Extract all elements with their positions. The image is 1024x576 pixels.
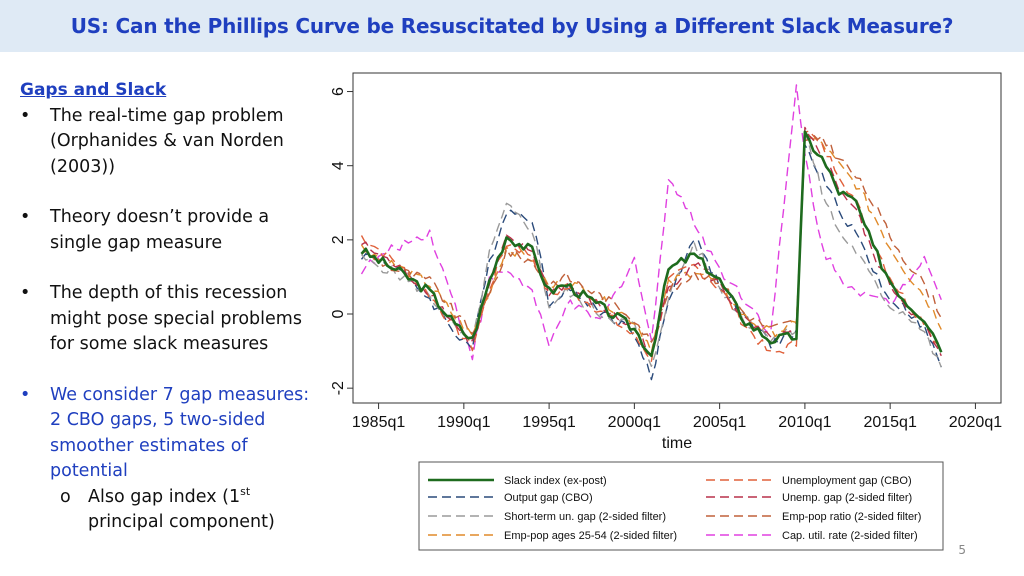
bullet-marker: • <box>20 105 31 126</box>
y-tick-label: -2 <box>330 381 347 395</box>
x-tick-label: 1985q1 <box>352 414 405 431</box>
x-axis-label: time <box>662 435 692 452</box>
bullet-marker: • <box>20 283 31 303</box>
series-line <box>360 144 942 381</box>
x-tick-label: 2015q1 <box>863 414 916 431</box>
bullet-text: Theory doesn’t provide a single gap meas… <box>50 207 270 253</box>
bullet-list: Gaps and Slack • The real-time gap probl… <box>20 78 310 536</box>
legend-label: Emp-pop ratio (2-sided filter) <box>782 511 921 523</box>
y-tick-label: 2 <box>330 235 347 244</box>
bullet-item: • The depth of this recession might pose… <box>20 281 310 358</box>
bullet-text: We consider 7 gap measures: 2 CBO gaps, … <box>50 384 310 482</box>
x-tick-label: 2010q1 <box>778 414 831 431</box>
bullet-text: The depth of this recession might pose s… <box>50 283 302 354</box>
series-line <box>360 130 943 358</box>
x-tick-label: 1990q1 <box>437 414 490 431</box>
legend-label: Output gap (CBO) <box>504 492 593 504</box>
legend-label: Unemployment gap (CBO) <box>782 475 912 487</box>
sub-bullet-prefix: Also gap index (1 <box>88 486 241 507</box>
axis-layer: 1985q1 1990q1 1995q1 2000q1 2005q1 2010q1 2015… <box>330 87 1002 431</box>
sub-bullet-sup: st <box>240 484 251 498</box>
sub-bullet-item: o Also gap index (1st principal componen… <box>20 485 310 536</box>
x-tick-label: 2020q1 <box>949 414 1002 431</box>
sub-bullet-suffix: principal component) <box>88 512 275 532</box>
x-tick-label: 2000q1 <box>608 414 661 431</box>
y-tick-label: 4 <box>330 161 347 170</box>
bullet-item: • Theory doesn’t provide a single gap me… <box>20 205 310 256</box>
bullet-text: The real-time gap problem (Orphanides & … <box>50 105 284 177</box>
bullet-marker: • <box>20 384 31 405</box>
legend-label: Cap. util. rate (2-sided filter) <box>782 530 918 542</box>
series-line <box>360 130 942 362</box>
series-line <box>361 134 942 343</box>
plot-area <box>352 72 1002 404</box>
legend-box <box>418 461 944 551</box>
title-bar: US: Can the Phillips Curve be Resuscitat… <box>0 0 1024 52</box>
bullet-marker: • <box>20 207 31 227</box>
legend-label: Unemp. gap (2-sided filter) <box>782 492 912 504</box>
x-tick-label: 2005q1 <box>693 414 746 431</box>
sub-bullet-marker: o <box>60 486 71 507</box>
legend-label: Slack index (ex-post) <box>504 475 607 487</box>
page-number: 5 <box>958 543 966 557</box>
legend-label: Emp-pop ages 25-54 (2-sided filter) <box>504 530 677 542</box>
legend-label: Short-term un. gap (2-sided filter) <box>504 511 666 523</box>
bullet-item: • The real-time gap problem (Orphanides … <box>20 104 310 181</box>
slide-title: US: Can the Phillips Curve be Resuscitat… <box>70 14 954 38</box>
x-tick-label: 1995q1 <box>522 414 575 431</box>
bullet-item-highlight: • We consider 7 gap measures: 2 CBO gaps… <box>20 383 310 485</box>
series-line <box>360 131 942 368</box>
legend: Slack index (ex-post) Output gap (CBO) Sho… <box>428 475 921 542</box>
series-layer <box>360 84 943 381</box>
y-tick-label: 6 <box>330 87 347 96</box>
y-tick-label: 0 <box>330 309 347 318</box>
bullet-heading[interactable]: Gaps and Slack <box>20 80 167 100</box>
